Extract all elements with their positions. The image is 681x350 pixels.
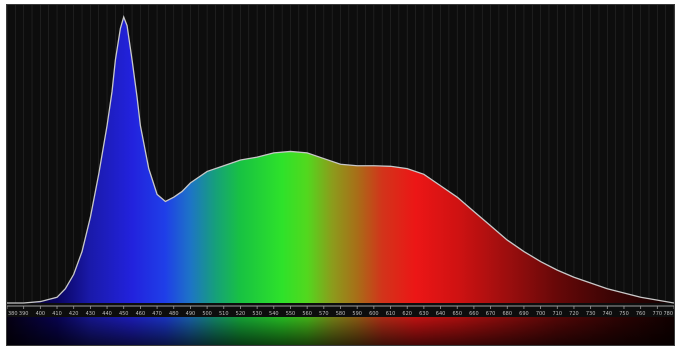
x-tick-label: 740 [603, 311, 613, 317]
x-tick-label: 670 [486, 311, 496, 317]
chart-frame: 380 390 400 410 420 430 440 450 460 470 480 490 500 5… [6, 4, 675, 346]
x-tick-label: 410 [52, 311, 62, 317]
x-tick-label: 560 [302, 311, 312, 317]
x-tick-label: 420 [69, 311, 79, 317]
x-tick-label: 600 [369, 311, 379, 317]
x-tick-label: 630 [419, 311, 429, 317]
x-tick-label: 450 [119, 311, 129, 317]
x-tick-label: 380 [8, 311, 18, 317]
x-tick-label: 490 [186, 311, 196, 317]
x-tick-label: 730 [586, 311, 596, 317]
x-tick-label: 650 [452, 311, 462, 317]
x-tick-label: 470 [152, 311, 162, 317]
x-tick-label: 700 [536, 311, 546, 317]
x-tick-label: 460 [136, 311, 146, 317]
spectrum-outline [7, 14, 674, 304]
x-tick-label: 690 [519, 311, 529, 317]
x-axis-ticks: 380 390 400 410 420 430 440 450 460 470 480 490 500 5… [7, 306, 674, 317]
x-tick-label: 640 [436, 311, 446, 317]
x-tick-label: 440 [102, 311, 112, 317]
x-tick-label: 770 [653, 311, 663, 317]
x-tick-label: 500 [202, 311, 212, 317]
x-tick-label: 550 [286, 311, 296, 317]
spectrum-area [7, 17, 674, 303]
x-tick-label: 530 [252, 311, 262, 317]
x-tick-label: 680 [502, 311, 512, 317]
x-tick-label: 760 [636, 311, 646, 317]
spectrum-chart: 380 390 400 410 420 430 440 450 460 470 480 490 500 5… [7, 5, 674, 345]
x-tick-label: 750 [619, 311, 629, 317]
x-tick-label: 510 [219, 311, 229, 317]
x-tick-label: 660 [469, 311, 479, 317]
x-tick-label: 590 [352, 311, 362, 317]
x-tick-label: 430 [86, 311, 96, 317]
x-tick-label: 720 [569, 311, 579, 317]
x-tick-label: 480 [169, 311, 179, 317]
x-tick-label: 780 [663, 311, 673, 317]
x-tick-label: 580 [336, 311, 346, 317]
x-tick-label: 520 [236, 311, 246, 317]
x-tick-label: 400 [36, 311, 46, 317]
x-tick-label: 710 [552, 311, 562, 317]
x-tick-label: 540 [269, 311, 279, 317]
x-tick-label: 390 [19, 311, 29, 317]
spectrum-strip-shade [7, 317, 674, 345]
x-tick-label: 570 [319, 311, 329, 317]
x-tick-label: 610 [386, 311, 396, 317]
x-tick-label: 620 [402, 311, 412, 317]
